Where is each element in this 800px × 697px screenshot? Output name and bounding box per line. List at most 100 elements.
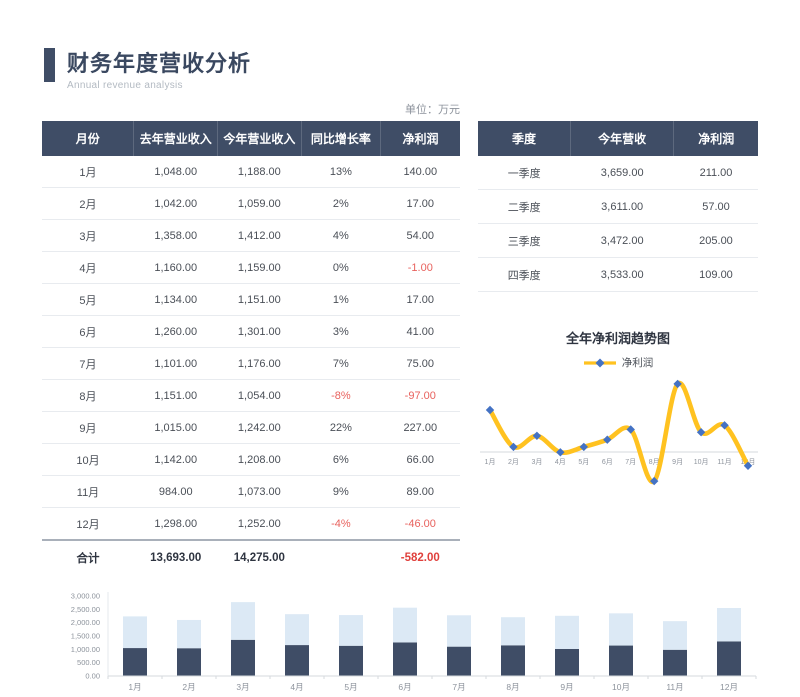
revenue-bar-chart: 0.00 500.00 1,000.00 1,500.00 2,000.00 2,500.… (38, 588, 762, 697)
table-cell: 2% (301, 187, 381, 220)
quarterly-table: 季度 今年营收 净利润 一季度 3,659.00 211.00 二季度 3,611.00 57… (478, 121, 758, 292)
table-cell: 75.00 (380, 347, 460, 380)
table-cell: 1,260.00 (133, 315, 218, 348)
table-cell: 1,176.00 (217, 347, 302, 380)
table-cell: 3,472.00 (570, 223, 674, 258)
svg-text:4月: 4月 (290, 682, 303, 692)
table-cell: 109.00 (673, 257, 758, 292)
table-cell: 6% (301, 443, 381, 476)
line-legend-label: 净利润 (621, 357, 654, 369)
table-cell: 9% (301, 475, 381, 508)
table-cell: 1,208.00 (217, 443, 302, 476)
table-cell: 6月 (42, 315, 134, 348)
table-cell: 22% (301, 411, 381, 444)
svg-text:3月: 3月 (531, 458, 542, 466)
table-cell: 1,242.00 (217, 411, 302, 444)
table-row: 11月 984.00 1,073.00 9% 89.00 (42, 475, 460, 508)
svg-text:8月: 8月 (649, 458, 660, 466)
table-row: 5月 1,134.00 1,151.00 1% 17.00 (42, 283, 460, 316)
total-row: 合计 13,693.00 14,275.00 -582.00 (42, 539, 460, 574)
table-row: 二季度 3,611.00 57.00 (478, 189, 758, 224)
svg-text:1月: 1月 (485, 458, 496, 466)
svg-text:5月: 5月 (344, 682, 357, 692)
table-cell: 3,533.00 (570, 257, 674, 292)
table-cell: 1,054.00 (217, 379, 302, 412)
table-cell: 1,134.00 (133, 283, 218, 316)
column-header: 月份 (42, 121, 134, 156)
monthly-table-header-row: 月份 去年营业收入 今年营业收入 同比增长率 净利润 (42, 121, 460, 156)
table-cell: 57.00 (673, 189, 758, 224)
table-cell: 7月 (42, 347, 134, 380)
table-cell: -4% (301, 507, 381, 541)
table-row: 9月 1,015.00 1,242.00 22% 227.00 (42, 411, 460, 444)
svg-text:7月: 7月 (625, 458, 636, 466)
table-cell: 66.00 (380, 443, 460, 476)
table-cell: 一季度 (478, 156, 571, 190)
quarterly-table-header-row: 季度 今年营收 净利润 (478, 121, 758, 156)
svg-text:3月: 3月 (236, 682, 249, 692)
table-cell: 1,142.00 (133, 443, 218, 476)
table-cell: 205.00 (673, 223, 758, 258)
page-subtitle: Annual revenue analysis (67, 80, 183, 91)
svg-text:12月: 12月 (720, 682, 738, 692)
monthly-section: 月份 去年营业收入 今年营业收入 同比增长率 净利润 1月 1,048.00 1,188.0… (42, 121, 460, 574)
svg-text:11月: 11月 (717, 458, 731, 466)
table-cell: 3月 (42, 219, 134, 252)
table-row: 4月 1,160.00 1,159.00 0% -1.00 (42, 251, 460, 284)
title-accent-bar (44, 48, 55, 82)
column-header: 净利润 (673, 121, 758, 156)
table-cell: -1.00 (380, 251, 460, 284)
table-cell: -582.00 (380, 539, 460, 574)
table-cell: 2月 (42, 187, 134, 220)
table-cell: 1,188.00 (217, 156, 302, 188)
svg-text:3,000.00: 3,000.00 (71, 591, 100, 600)
table-cell: 227.00 (380, 411, 460, 444)
column-header: 季度 (478, 121, 571, 156)
table-cell: 10月 (42, 443, 134, 476)
page-title: 财务年度营收分析 (67, 51, 252, 76)
table-cell: 211.00 (673, 156, 758, 190)
table-cell: 二季度 (478, 189, 571, 224)
table-row: 3月 1,358.00 1,412.00 4% 54.00 (42, 219, 460, 252)
table-cell: 1,042.00 (133, 187, 218, 220)
svg-text:2,000.00: 2,000.00 (71, 618, 100, 627)
svg-text:5月: 5月 (578, 458, 589, 466)
table-row: 10月 1,142.00 1,208.00 6% 66.00 (42, 443, 460, 476)
main-content: 月份 去年营业收入 今年营业收入 同比增长率 净利润 1月 1,048.00 1,188.0… (42, 121, 758, 574)
table-cell: 4月 (42, 251, 134, 284)
table-cell: 1,101.00 (133, 347, 218, 380)
table-row: 7月 1,101.00 1,176.00 7% 75.00 (42, 347, 460, 380)
svg-text:6月: 6月 (602, 458, 613, 466)
column-header: 今年营业收入 (217, 121, 302, 156)
table-cell: 1,073.00 (217, 475, 302, 508)
table-cell: 1,252.00 (217, 507, 302, 541)
svg-text:2月: 2月 (182, 682, 195, 692)
table-row: 8月 1,151.00 1,054.00 -8% -97.00 (42, 379, 460, 412)
table-row: 1月 1,048.00 1,188.00 13% 140.00 (42, 156, 460, 188)
line-legend-marker-icon (583, 358, 616, 367)
table-cell: 9月 (42, 411, 134, 444)
table-cell: 1,151.00 (217, 283, 302, 316)
table-cell: 1,059.00 (217, 187, 302, 220)
table-cell: -46.00 (380, 507, 460, 541)
line-chart-title: 全年净利润趋势图 (565, 331, 670, 346)
svg-text:11月: 11月 (666, 682, 683, 692)
quarterly-table-body: 一季度 3,659.00 211.00 二季度 3,611.00 57.00 三季度 3,47… (478, 156, 758, 292)
table-cell: 三季度 (478, 223, 571, 258)
table-cell: 1,151.00 (133, 379, 218, 412)
column-header: 今年营收 (569, 121, 674, 156)
table-cell: 1,048.00 (133, 156, 218, 188)
svg-text:2月: 2月 (508, 458, 519, 466)
table-row: 一季度 3,659.00 211.00 (478, 156, 758, 190)
table-cell: 41.00 (380, 315, 460, 348)
svg-text:1月: 1月 (128, 682, 141, 692)
table-cell: 四季度 (478, 257, 571, 292)
table-cell: 3,611.00 (570, 189, 674, 224)
table-row: 2月 1,042.00 1,059.00 2% 17.00 (42, 187, 460, 220)
table-cell: 89.00 (380, 475, 460, 508)
unit-label: 单位：万元 (405, 104, 460, 116)
table-row: 6月 1,260.00 1,301.00 3% 41.00 (42, 315, 460, 348)
line-chart-legend: 净利润 (478, 355, 758, 370)
svg-text:9月: 9月 (560, 682, 573, 692)
